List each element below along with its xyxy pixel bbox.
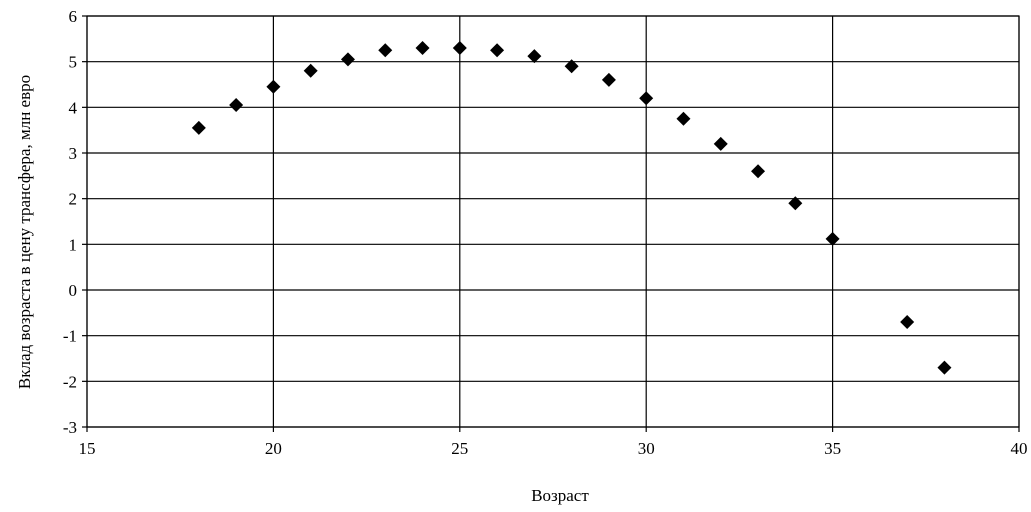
data-point <box>937 360 952 375</box>
data-point <box>527 49 542 64</box>
x-axis-ticks: 15 20 25 30 35 40 <box>79 427 1028 458</box>
data-point <box>676 111 691 126</box>
grid <box>86 15 1020 428</box>
x-tick-label: 40 <box>1011 439 1028 458</box>
data-point <box>303 63 318 78</box>
y-axis-label: Вклад возраста в цену трансфера, млн евр… <box>15 75 34 389</box>
data-point <box>788 196 803 211</box>
data-point <box>751 164 766 179</box>
x-tick-label: 30 <box>638 439 655 458</box>
y-tick-label: 0 <box>69 281 78 300</box>
data-point <box>452 40 467 55</box>
y-tick-label: 1 <box>69 235 78 254</box>
y-tick-label: 3 <box>69 144 78 163</box>
data-point <box>900 314 915 329</box>
data-point <box>229 98 244 113</box>
y-tick-label: -3 <box>63 418 77 437</box>
data-point <box>266 79 281 94</box>
data-point <box>601 72 616 87</box>
data-point <box>378 43 393 58</box>
y-tick-label: -2 <box>63 372 77 391</box>
data-point <box>340 52 355 67</box>
data-point <box>713 136 728 151</box>
y-tick-label: 4 <box>69 98 78 117</box>
data-point <box>564 59 579 74</box>
y-tick-label: 6 <box>69 7 78 26</box>
data-point <box>191 120 206 135</box>
y-tick-label: 5 <box>69 53 78 72</box>
plot-area-border <box>86 15 1020 428</box>
data-point <box>639 91 654 106</box>
plot-frame <box>86 15 1020 428</box>
data-point <box>825 231 840 246</box>
data-point <box>415 40 430 55</box>
y-tick-label: -1 <box>63 327 77 346</box>
x-tick-label: 25 <box>451 439 468 458</box>
data-points <box>191 40 952 375</box>
data-point <box>490 43 505 58</box>
x-axis-label: Возраст <box>531 486 589 505</box>
y-tick-label: 2 <box>69 190 78 209</box>
x-tick-label: 35 <box>824 439 841 458</box>
y-axis-ticks: -3 -2 -1 0 1 2 3 4 5 6 <box>63 7 87 437</box>
x-tick-label: 15 <box>79 439 96 458</box>
x-tick-label: 20 <box>265 439 282 458</box>
